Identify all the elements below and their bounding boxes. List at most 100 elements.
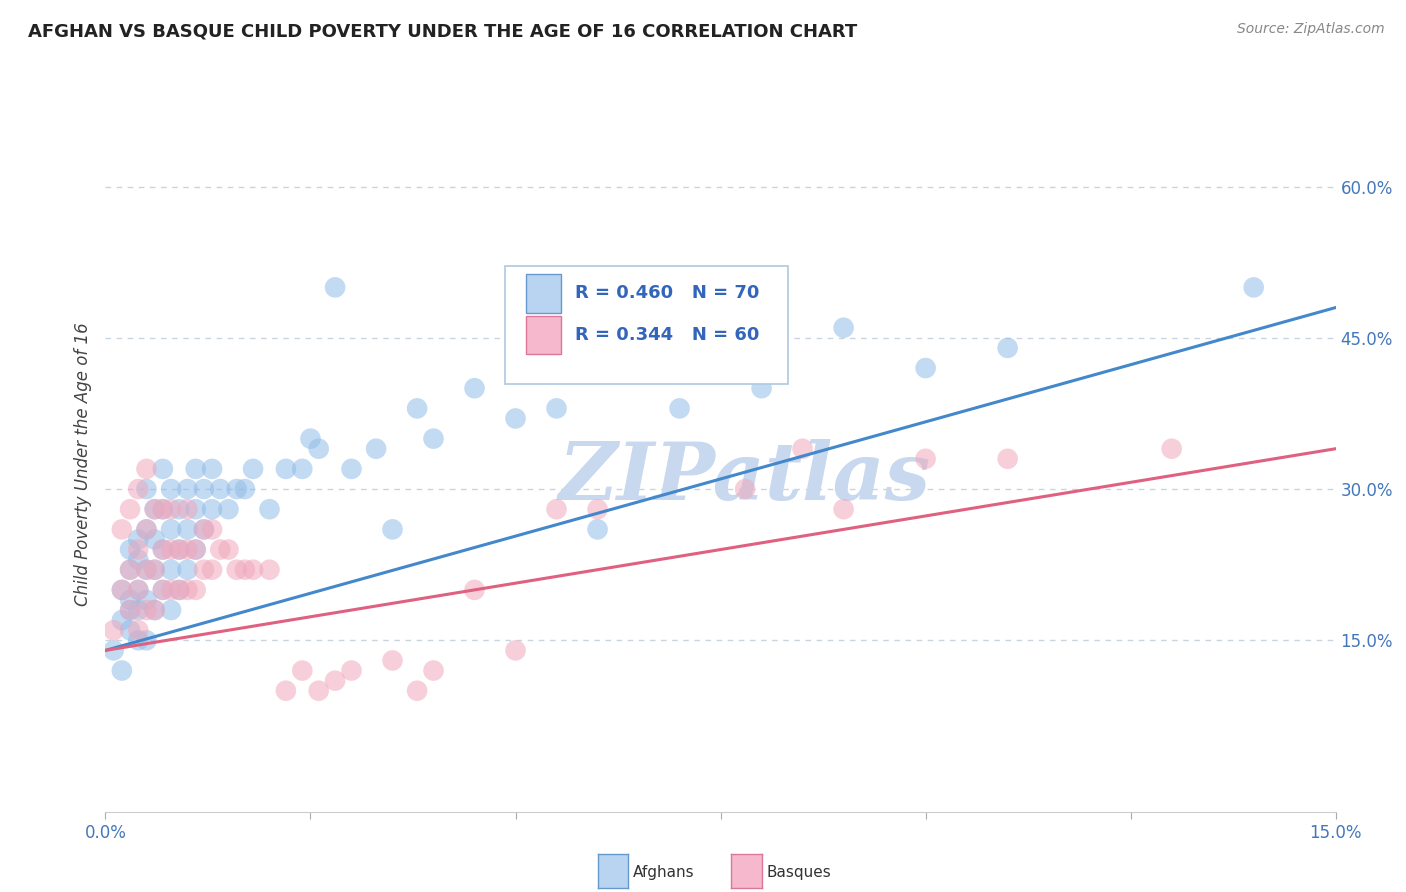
Point — [505, 411, 527, 425]
Point — [242, 563, 264, 577]
Point — [169, 542, 191, 557]
Point — [120, 624, 141, 638]
Point — [135, 593, 157, 607]
Point — [218, 542, 240, 557]
Point — [201, 522, 224, 536]
Point — [111, 522, 134, 536]
Point — [143, 533, 166, 547]
Point — [274, 683, 297, 698]
Point — [152, 462, 174, 476]
Point — [381, 653, 404, 667]
Point — [546, 401, 568, 416]
Point — [184, 502, 207, 516]
Point — [120, 563, 141, 577]
Point — [111, 582, 134, 597]
Point — [291, 462, 314, 476]
Point — [184, 462, 207, 476]
Point — [176, 542, 198, 557]
Point — [103, 643, 125, 657]
Point — [259, 563, 281, 577]
Text: R = 0.344   N = 60: R = 0.344 N = 60 — [575, 326, 759, 344]
Point — [422, 664, 444, 678]
Point — [184, 542, 207, 557]
Point — [120, 563, 141, 577]
Point — [914, 361, 936, 376]
Point — [111, 664, 134, 678]
Point — [233, 563, 256, 577]
Point — [464, 381, 486, 395]
Text: ZIPatlas: ZIPatlas — [560, 439, 931, 516]
Point — [209, 542, 232, 557]
Point — [135, 522, 157, 536]
Point — [135, 603, 157, 617]
Point — [160, 522, 183, 536]
Point — [193, 563, 215, 577]
Point — [914, 451, 936, 466]
FancyBboxPatch shape — [505, 266, 789, 384]
Point — [225, 563, 247, 577]
Point — [135, 563, 157, 577]
Point — [127, 482, 149, 496]
Point — [997, 341, 1019, 355]
Point — [160, 542, 183, 557]
Point — [832, 502, 855, 516]
Point — [734, 482, 756, 496]
Bar — [526, 274, 561, 312]
Point — [751, 381, 773, 395]
Point — [176, 502, 198, 516]
Point — [127, 582, 149, 597]
Point — [997, 451, 1019, 466]
Point — [505, 643, 527, 657]
Point — [103, 624, 125, 638]
Point — [586, 502, 609, 516]
Point — [152, 502, 174, 516]
Point — [340, 462, 363, 476]
Point — [193, 482, 215, 496]
Point — [135, 563, 157, 577]
Point — [143, 502, 166, 516]
Point — [143, 563, 166, 577]
Point — [135, 633, 157, 648]
Point — [274, 462, 297, 476]
Point — [152, 542, 174, 557]
Point — [176, 563, 198, 577]
Point — [668, 320, 690, 334]
Point — [135, 482, 157, 496]
Point — [259, 502, 281, 516]
Y-axis label: Child Poverty Under the Age of 16: Child Poverty Under the Age of 16 — [75, 322, 93, 606]
Point — [120, 603, 141, 617]
Point — [323, 673, 346, 688]
Point — [127, 533, 149, 547]
Point — [160, 563, 183, 577]
Point — [160, 582, 183, 597]
Point — [135, 462, 157, 476]
Text: R = 0.460   N = 70: R = 0.460 N = 70 — [575, 285, 759, 302]
Point — [127, 603, 149, 617]
Point — [169, 582, 191, 597]
Point — [366, 442, 388, 456]
Point — [323, 280, 346, 294]
Point — [218, 502, 240, 516]
Point — [127, 582, 149, 597]
Point — [233, 482, 256, 496]
Point — [464, 582, 486, 597]
Point — [176, 482, 198, 496]
Point — [832, 320, 855, 334]
Point — [127, 633, 149, 648]
Point — [169, 582, 191, 597]
Point — [127, 552, 149, 566]
Point — [586, 522, 609, 536]
Point — [160, 482, 183, 496]
Text: Basques: Basques — [766, 865, 831, 880]
Point — [406, 401, 429, 416]
Point — [160, 502, 183, 516]
Point — [111, 613, 134, 627]
Point — [627, 320, 650, 334]
Point — [308, 683, 330, 698]
Bar — [526, 316, 561, 354]
Point — [668, 401, 690, 416]
Point — [160, 603, 183, 617]
Point — [176, 522, 198, 536]
Point — [193, 522, 215, 536]
Text: AFGHAN VS BASQUE CHILD POVERTY UNDER THE AGE OF 16 CORRELATION CHART: AFGHAN VS BASQUE CHILD POVERTY UNDER THE… — [28, 22, 858, 40]
